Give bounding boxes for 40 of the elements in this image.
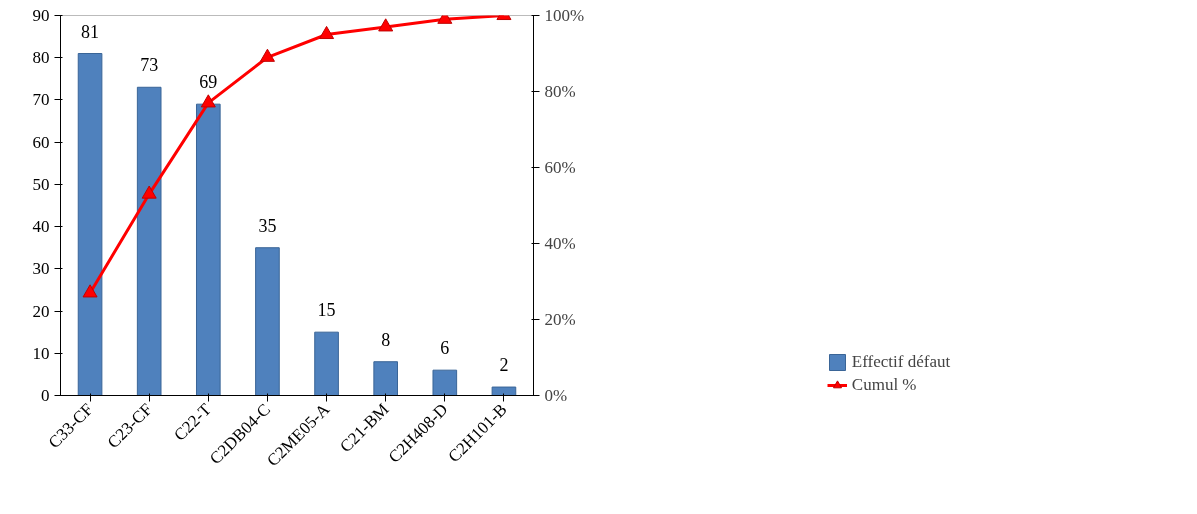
point	[200, 94, 216, 108]
data-label: 2	[499, 355, 509, 376]
data-label: 8	[381, 329, 391, 350]
y-tick-label: 60	[32, 132, 50, 152]
bar	[255, 247, 280, 396]
point	[82, 284, 98, 298]
data-label: 6	[440, 338, 450, 359]
y-tick-label: 40	[32, 217, 50, 237]
bar	[314, 331, 339, 396]
bar	[136, 86, 162, 396]
legend-label: Cumul %	[851, 375, 917, 395]
bar	[195, 103, 221, 396]
y-tick-label: 90	[32, 6, 50, 25]
y2-tick-label: 100%	[544, 6, 585, 25]
data-label: 73	[140, 55, 159, 76]
y2-tick-label: 0%	[544, 386, 568, 405]
point	[259, 48, 275, 62]
legend-label: Effectif défaut	[851, 352, 951, 372]
bar	[373, 361, 399, 396]
point	[319, 25, 335, 40]
y-tick-label: 20	[32, 301, 50, 321]
bar	[491, 386, 517, 396]
data-label: 69	[199, 72, 218, 93]
data-label: 81	[81, 21, 100, 42]
y2-tick-label: 80%	[544, 82, 576, 101]
data-label: 35	[258, 215, 277, 236]
y-tick-label: 70	[32, 90, 50, 110]
y-tick-label: 0	[41, 386, 50, 405]
point	[378, 18, 394, 32]
y-tick-label: 10	[32, 343, 50, 363]
bar	[432, 369, 458, 396]
y2-tick-label: 40%	[544, 234, 576, 253]
y2-tick-label: 60%	[544, 158, 576, 177]
y-tick-label: 80	[32, 48, 50, 68]
bar	[77, 53, 103, 396]
point	[141, 185, 157, 199]
y-tick-label: 30	[32, 259, 50, 279]
y-tick-label: 50	[32, 174, 50, 194]
y2-tick-label: 20%	[544, 310, 576, 329]
data-label: 15	[317, 300, 336, 321]
